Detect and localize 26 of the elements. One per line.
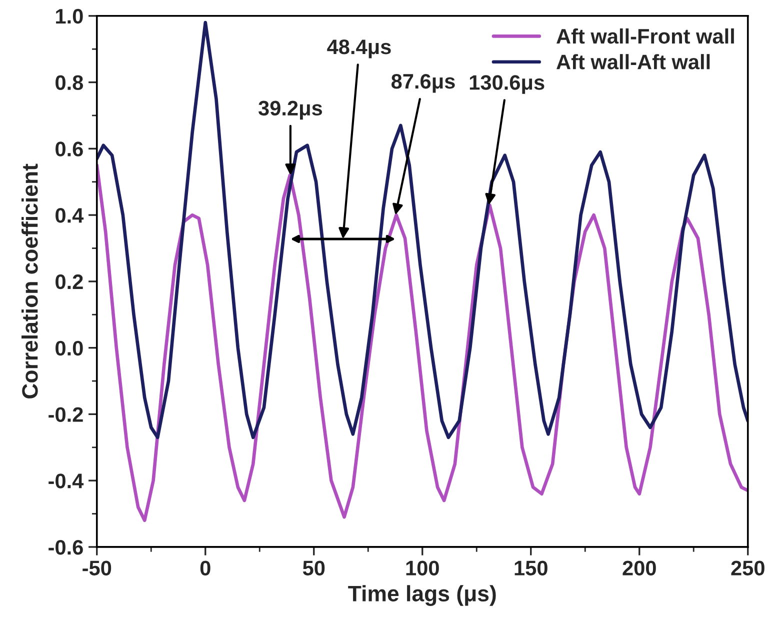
y-tick-label: 0.8 xyxy=(56,75,84,90)
legend-label: Aft wall-Aft wall xyxy=(556,54,710,70)
x-tick-label: 100 xyxy=(406,560,439,576)
y-tick-label: -0.6 xyxy=(48,540,83,555)
y-tick-label: 0.2 xyxy=(56,274,83,290)
y-tick-label: -0.2 xyxy=(48,407,83,422)
annotation: 39.2μs xyxy=(258,100,322,120)
annotation: 48.4μs xyxy=(327,40,391,58)
x-tick-label: 150 xyxy=(514,560,548,576)
y-tick-label: 0.6 xyxy=(56,142,83,156)
y-tick-label: 0.4 xyxy=(56,208,84,223)
x-tick-label: 0 xyxy=(200,560,210,576)
x-tick-label: 50 xyxy=(302,560,325,576)
x-axis-title: Time lags (μs) xyxy=(348,585,496,606)
legend-label: Aft wall-Front wall xyxy=(556,28,734,44)
annotation: 87.6μs xyxy=(391,74,455,93)
line-series xyxy=(96,20,748,440)
y-tick-label: 1.0 xyxy=(56,8,83,24)
y-tick-label: -0.4 xyxy=(48,474,84,488)
line-series xyxy=(96,164,748,522)
x-tick-label: 200 xyxy=(622,560,656,576)
y-axis-title: Correlation coefficient xyxy=(22,164,38,398)
y-tick-label: 0.0 xyxy=(56,340,83,356)
annotation: 130.6μs xyxy=(470,75,544,94)
x-tick-label: 250 xyxy=(731,560,764,576)
x-tick-label: -50 xyxy=(82,560,112,576)
